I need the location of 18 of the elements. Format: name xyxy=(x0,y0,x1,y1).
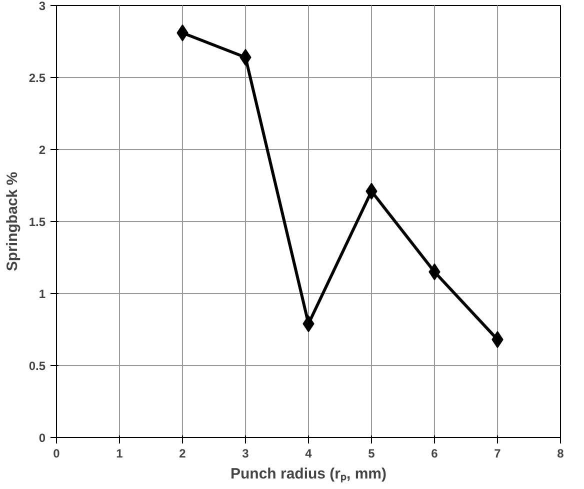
x-tick-label: 4 xyxy=(305,446,312,460)
y-tick-label: 0.5 xyxy=(28,359,46,373)
y-tick-label: 1 xyxy=(38,287,46,301)
x-axis-title: Punch radius (rₚ, mm) xyxy=(230,466,387,482)
x-tick-label: 3 xyxy=(242,446,250,460)
x-tick-label: 8 xyxy=(557,446,564,460)
y-tick-label: 2 xyxy=(38,143,46,157)
y-tick-label: 1.5 xyxy=(28,215,46,229)
x-tick-label: 7 xyxy=(494,446,502,460)
x-tick-label: 1 xyxy=(116,446,124,460)
y-tick-label: 0 xyxy=(38,431,46,445)
y-tick-label: 3 xyxy=(38,0,46,13)
x-tick-label: 2 xyxy=(179,446,186,460)
x-tick-label: 0 xyxy=(53,446,60,460)
y-axis-title: Springback % xyxy=(4,172,21,272)
x-tick-label: 6 xyxy=(431,446,438,460)
y-tick-label: 2.5 xyxy=(28,71,46,85)
x-tick-label: 5 xyxy=(368,446,376,460)
